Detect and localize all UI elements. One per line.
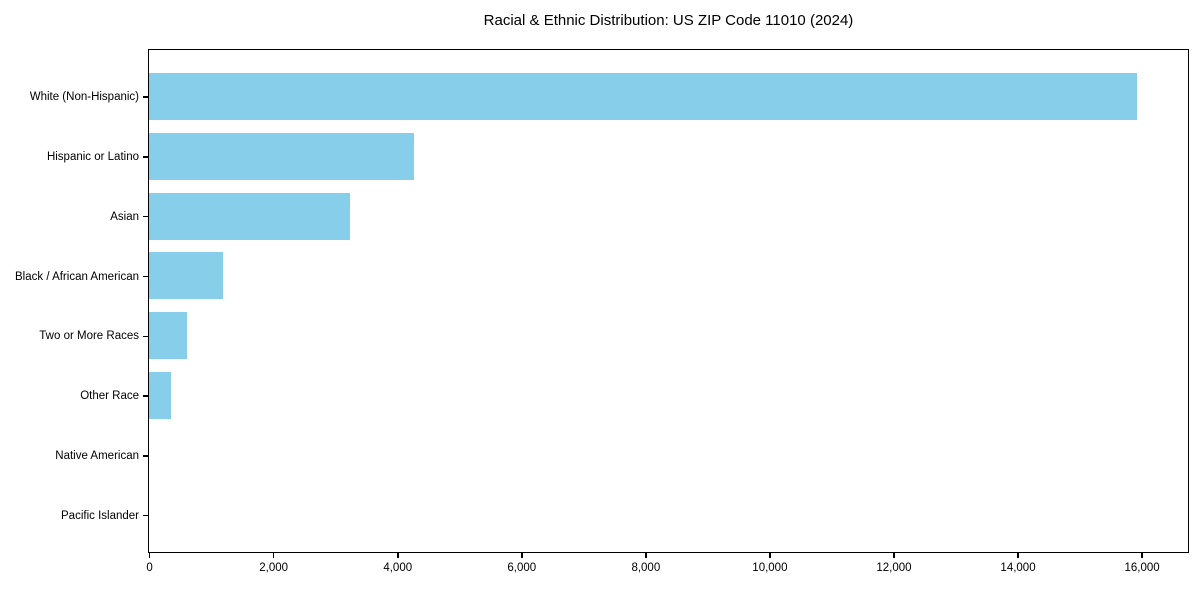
- chart-title: Racial & Ethnic Distribution: US ZIP Cod…: [483, 12, 854, 29]
- y-tick-mark: [143, 215, 148, 218]
- x-tick-label-2-000: 2,000: [259, 561, 289, 574]
- y-tick-mark: [143, 156, 148, 158]
- x-tick-label-14-000: 14,000: [1000, 561, 1036, 574]
- bar-other-race: [149, 372, 171, 419]
- y-tick-mark: [143, 455, 148, 457]
- x-tick-mark: [272, 552, 275, 558]
- x-tick-mark: [396, 552, 399, 558]
- x-tick-label-16-000: 16,000: [1124, 561, 1160, 574]
- y-tick-label-black-african-american: Black / African American: [15, 270, 139, 283]
- y-tick-mark: [143, 514, 148, 517]
- x-tick-label-4-000: 4,000: [383, 561, 413, 574]
- x-tick-mark: [893, 552, 895, 558]
- plot-area: [148, 49, 1189, 553]
- x-tick-label-0: 0: [146, 561, 153, 574]
- x-tick-mark: [520, 552, 523, 558]
- y-tick-mark: [143, 395, 148, 397]
- y-tick-label-two-or-more-races: Two or More Races: [39, 330, 139, 343]
- bar-two-or-more-races: [149, 312, 188, 360]
- y-tick-label-other-race: Other Race: [80, 390, 139, 403]
- x-tick-mark: [1141, 552, 1143, 558]
- x-tick-label-8-000: 8,000: [631, 561, 661, 574]
- x-tick-label-6-000: 6,000: [507, 561, 537, 574]
- y-tick-label-hispanic-or-latino: Hispanic or Latino: [46, 150, 139, 163]
- y-tick-mark: [143, 335, 148, 338]
- y-tick-label-white-non-hispanic: White (Non-Hispanic): [29, 91, 139, 104]
- bar-hispanic-or-latino: [149, 132, 415, 180]
- x-tick-mark: [645, 552, 647, 558]
- y-tick-label-asian: Asian: [110, 210, 139, 223]
- x-tick-label-10-000: 10,000: [752, 561, 788, 574]
- x-tick-mark: [769, 552, 771, 558]
- y-tick-mark: [143, 275, 148, 278]
- y-tick-label-native-american: Native American: [55, 449, 139, 462]
- bar-asian: [149, 192, 350, 240]
- x-tick-mark: [1017, 552, 1019, 558]
- x-tick-label-12-000: 12,000: [876, 561, 912, 574]
- bar-black-african-american: [149, 252, 224, 300]
- x-tick-mark: [148, 552, 151, 558]
- y-tick-mark: [143, 96, 148, 98]
- bar-white-non-hispanic: [149, 73, 1138, 120]
- y-tick-label-pacific-islander: Pacific Islander: [61, 509, 139, 522]
